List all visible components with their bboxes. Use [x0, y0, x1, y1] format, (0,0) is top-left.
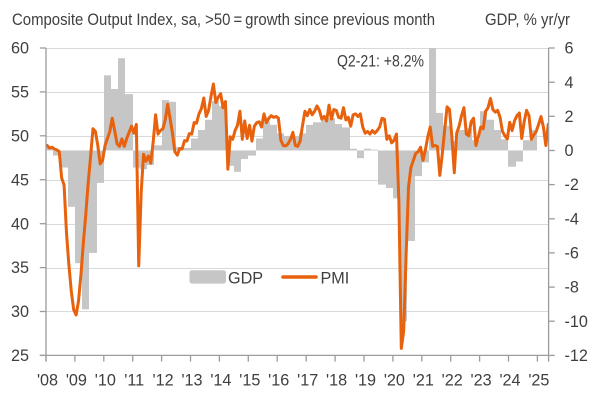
svg-text:4: 4	[565, 74, 574, 92]
svg-text:'20: '20	[384, 372, 405, 390]
svg-text:25: 25	[11, 347, 29, 365]
svg-text:40: 40	[11, 215, 29, 233]
svg-text:60: 60	[11, 40, 29, 58]
svg-text:-4: -4	[565, 210, 579, 228]
svg-text:0: 0	[565, 142, 574, 160]
svg-text:-8: -8	[565, 279, 579, 297]
svg-text:Q2-21: +8.2%: Q2-21: +8.2%	[337, 53, 424, 71]
svg-text:'13: '13	[181, 372, 202, 390]
svg-text:-2: -2	[565, 176, 579, 194]
svg-text:50: 50	[11, 127, 29, 145]
svg-text:30: 30	[11, 303, 29, 321]
svg-text:GDP: GDP	[228, 270, 263, 288]
svg-text:55: 55	[11, 84, 29, 102]
svg-text:-10: -10	[565, 313, 588, 331]
svg-text:'19: '19	[355, 372, 376, 390]
svg-text:PMI: PMI	[321, 270, 350, 288]
svg-text:'16: '16	[268, 372, 289, 390]
svg-text:'15: '15	[239, 372, 260, 390]
svg-text:2: 2	[565, 108, 574, 126]
svg-text:Composite Output Index, sa, >5: Composite Output Index, sa, >50 = growth…	[12, 11, 435, 29]
svg-text:'25: '25	[528, 372, 549, 390]
svg-text:'14: '14	[210, 372, 231, 390]
svg-text:'11: '11	[124, 372, 144, 390]
svg-text:-12: -12	[565, 347, 588, 365]
svg-text:'08: '08	[37, 372, 58, 390]
svg-text:'24: '24	[499, 372, 520, 390]
svg-text:'12: '12	[153, 372, 174, 390]
svg-text:45: 45	[11, 171, 29, 189]
svg-text:6: 6	[565, 40, 574, 58]
svg-text:'17: '17	[297, 372, 318, 390]
svg-text:GDP, % yr/yr: GDP, % yr/yr	[485, 11, 571, 29]
svg-text:'10: '10	[95, 372, 116, 390]
svg-text:'09: '09	[66, 372, 87, 390]
svg-text:'21: '21	[413, 372, 434, 390]
svg-text:35: 35	[11, 259, 29, 277]
svg-text:'18: '18	[326, 372, 347, 390]
svg-text:-6: -6	[565, 245, 579, 263]
svg-text:'22: '22	[442, 372, 463, 390]
svg-text:'23: '23	[471, 372, 492, 390]
